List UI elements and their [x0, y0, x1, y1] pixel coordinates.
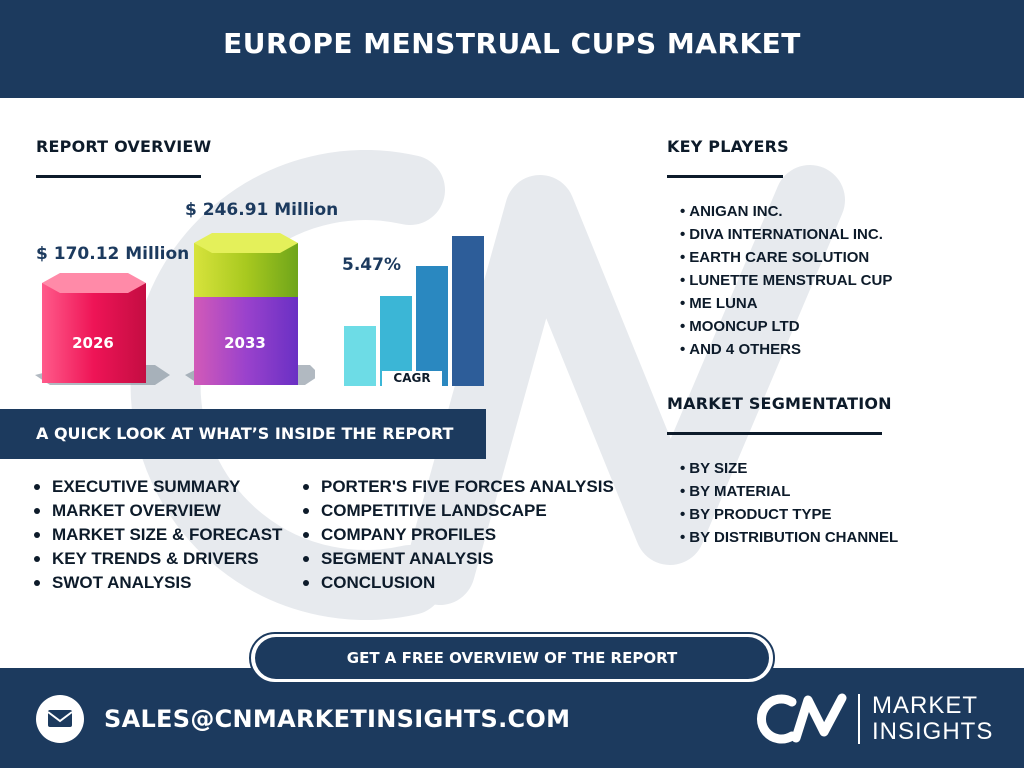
- cagr-bar-1: [344, 326, 376, 386]
- list-item: • AND 4 OTHERS: [680, 341, 801, 358]
- cagr-value-label: 5.47%: [342, 255, 401, 275]
- logo-text-line2: INSIGHTS: [872, 718, 994, 745]
- cagr-bar-3: [416, 266, 448, 386]
- value-2026-label: $ 170.12 Million: [36, 244, 190, 264]
- list-item: KEY TRENDS & DRIVERS: [34, 547, 294, 571]
- list-item: SEGMENT ANALYSIS: [303, 547, 623, 571]
- value-2033-label: $ 246.91 Million: [185, 200, 339, 220]
- list-item: SWOT ANALYSIS: [34, 571, 294, 595]
- list-item: • ANIGAN INC.: [680, 203, 783, 220]
- market-segmentation-heading: MARKET SEGMENTATION: [667, 394, 892, 413]
- list-item: PORTER'S FIVE FORCES ANALYSIS: [303, 475, 623, 499]
- value-bars-graphic: [35, 233, 315, 385]
- report-overview-rule: [36, 175, 201, 178]
- market-segmentation-rule: [667, 432, 882, 435]
- cagr-bars-graphic: [344, 236, 484, 386]
- mail-icon[interactable]: [36, 695, 84, 743]
- list-item: • BY MATERIAL: [680, 483, 791, 500]
- list-item: • EARTH CARE SOLUTION: [680, 249, 870, 266]
- list-item: MARKET SIZE & FORECAST: [34, 523, 294, 547]
- quick-look-list-left: EXECUTIVE SUMMARY MARKET OVERVIEW MARKET…: [34, 475, 294, 595]
- list-item: EXECUTIVE SUMMARY: [34, 475, 294, 499]
- email-link[interactable]: SALES@CNMARKETINSIGHTS.COM: [104, 705, 571, 733]
- key-players-heading: KEY PLAYERS: [667, 137, 789, 156]
- list-item: • DIVA INTERNATIONAL INC.: [680, 226, 883, 243]
- bar-2033-bottom: [194, 287, 298, 385]
- header-bar: [0, 0, 1024, 98]
- key-players-list: • ANIGAN INC. • DIVA INTERNATIONAL INC. • E…: [680, 200, 1000, 361]
- list-item: • BY DISTRIBUTION CHANNEL: [680, 529, 899, 546]
- year-2026-label: 2026: [72, 334, 114, 352]
- footer-bar: [0, 668, 1024, 768]
- logo-divider: [858, 694, 860, 744]
- list-item: COMPANY PROFILES: [303, 523, 623, 547]
- list-item: • BY SIZE: [680, 460, 748, 477]
- quick-look-list-right: PORTER'S FIVE FORCES ANALYSIS COMPETITIV…: [303, 475, 623, 595]
- watermark-logo-icon: [130, 150, 845, 620]
- market-segmentation-list: • BY SIZE • BY MATERIAL • BY PRODUCT TYPE •…: [680, 457, 1000, 549]
- list-item: • ME LUNA: [680, 295, 758, 312]
- quick-look-band: [0, 409, 486, 459]
- cagr-label: CAGR: [382, 371, 442, 388]
- logo-text-line1: MARKET: [872, 692, 979, 719]
- report-overview-heading: REPORT OVERVIEW: [36, 137, 212, 156]
- page-title: EUROPE MENSTRUAL CUPS MARKET: [223, 27, 801, 60]
- key-players-rule: [667, 175, 783, 178]
- year-2033-label: 2033: [224, 334, 266, 352]
- bar-2026: [42, 283, 146, 383]
- list-item: MARKET OVERVIEW: [34, 499, 294, 523]
- list-item: CONCLUSION: [303, 571, 623, 595]
- cagr-bar-4: [452, 236, 484, 386]
- quick-look-heading: A QUICK LOOK AT WHAT’S INSIDE THE REPORT: [36, 424, 454, 443]
- cn-logo-icon: [757, 693, 847, 744]
- free-overview-button[interactable]: GET A FREE OVERVIEW OF THE REPORT: [255, 637, 769, 679]
- cta-frame: GET A FREE OVERVIEW OF THE REPORT: [249, 632, 775, 684]
- list-item: COMPETITIVE LANDSCAPE: [303, 499, 623, 523]
- list-item: • MOONCUP LTD: [680, 318, 800, 335]
- list-item: • LUNETTE MENSTRUAL CUP: [680, 272, 893, 289]
- list-item: • BY PRODUCT TYPE: [680, 506, 832, 523]
